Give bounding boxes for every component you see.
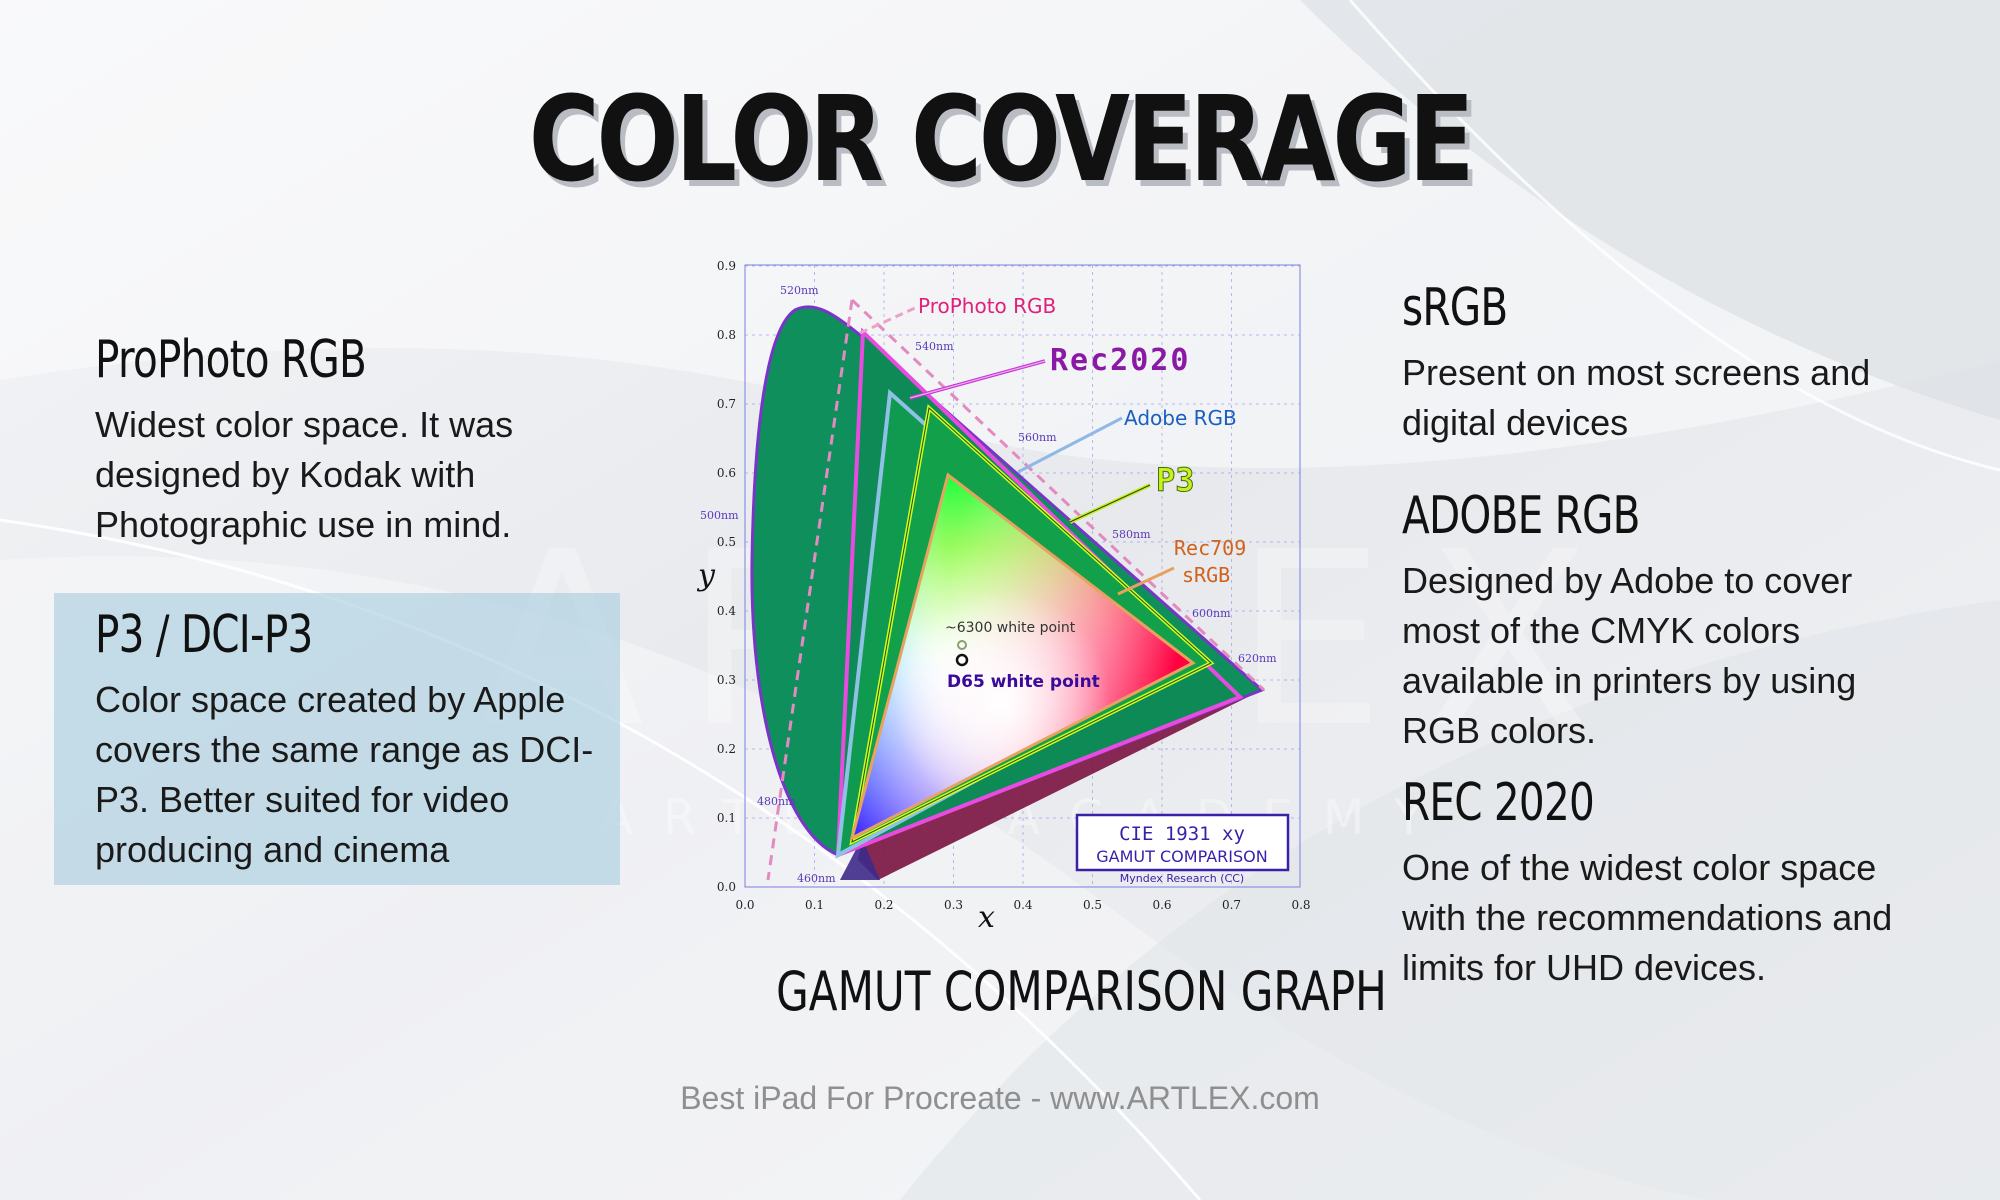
x-tick-label: 0.4 <box>1013 898 1032 912</box>
section-text: One of the widest color space with the r… <box>1402 847 1893 988</box>
x-tick-label: 0.5 <box>1083 898 1102 912</box>
prophoto-graph-label: ProPhoto RGB <box>918 294 1056 318</box>
y-tick-label: 0.5 <box>717 535 736 549</box>
violet-band <box>840 838 880 880</box>
info-box-title: CIE 1931 xy <box>1119 823 1245 845</box>
nm-label-500: 500nm <box>700 509 739 522</box>
prophoto-outline-left <box>766 299 854 881</box>
d65-dot <box>955 653 969 667</box>
x-tick-label: 0.3 <box>944 898 963 912</box>
nm-label-520: 520nm <box>780 284 819 297</box>
prophoto-outline-top <box>850 298 1266 692</box>
nm-label-480: 480nm <box>757 795 796 808</box>
rec709-graph-label: Rec709 <box>1174 536 1246 560</box>
y-tick-label: 0.2 <box>717 742 736 756</box>
x-tick-label: 0.7 <box>1222 898 1241 912</box>
section-text: Designed by Adobe to cover most of the C… <box>1402 560 1857 751</box>
section-text: Color space created by Apple covers the … <box>95 679 594 870</box>
info-box-credit: Myndex Research (CC) <box>1120 872 1244 885</box>
graph-caption-wrap: GAMUT COMPARISON GRAPH <box>690 960 1387 1023</box>
footer: Best iPad For Procreate - www.ARTLEX.com <box>680 1080 1320 1116</box>
section-heading: P3 / DCI-P3 <box>95 605 313 665</box>
y-tick-label: 0.9 <box>717 259 736 273</box>
p3-gamut-edge <box>851 407 1212 843</box>
wp6300-dot <box>957 640 967 650</box>
nm-label-540: 540nm <box>915 340 954 353</box>
p3-highlight-box <box>54 593 620 885</box>
nm-label-460: 460nm <box>797 872 836 885</box>
y-tick-label: 0.4 <box>717 604 736 618</box>
nm-label-560: 560nm <box>1018 431 1057 444</box>
section-adobe: ADOBE RGB Designed by Adobe to cover mos… <box>1402 486 1902 756</box>
x-ticks: 0.0 0.1 0.2 0.3 0.4 0.5 0.6 0.7 0.8 <box>735 898 1310 912</box>
red-band <box>858 690 1262 880</box>
info-box-subtitle: GAMUT COMPARISON <box>1096 847 1267 866</box>
p3-graph-label: P3 <box>1156 461 1195 499</box>
x-axis-label: x <box>978 900 995 935</box>
section-heading: sRGB <box>1402 278 1508 338</box>
rec2020-leader-inner <box>909 360 1046 399</box>
adobe-leader <box>1017 416 1123 474</box>
wp6300-label: ~6300 white point <box>945 620 1076 636</box>
adobe-graph-label: Adobe RGB <box>1124 406 1237 430</box>
page-title: COLOR COVERAGE <box>528 70 1475 208</box>
rec2020-graph-label: Rec2020 <box>1050 343 1190 378</box>
y-tick-label: 0.3 <box>717 673 736 687</box>
srgb-graph-label: sRGB <box>1182 563 1230 587</box>
section-text: Present on most screens and digital devi… <box>1402 352 1871 443</box>
y-ticks: 0.0 0.1 0.2 0.3 0.4 0.5 0.6 0.7 0.8 0.9 <box>717 259 736 894</box>
nm-label-600: 600nm <box>1192 607 1231 620</box>
y-tick-label: 0.1 <box>717 811 736 825</box>
prophoto-leader <box>859 306 916 335</box>
x-tick-label: 0.6 <box>1152 898 1171 912</box>
srgb-leader <box>1117 566 1175 596</box>
section-p3: P3 / DCI-P3 Color space created by Apple… <box>95 605 615 875</box>
y-axis-label: y <box>696 558 716 593</box>
section-heading: ProPhoto RGB <box>95 330 367 390</box>
x-tick-label: 0.8 <box>1291 898 1310 912</box>
p3-leader-edge <box>1069 484 1151 523</box>
y-tick-label: 0.7 <box>717 397 736 411</box>
section-rec2020: REC 2020 One of the widest color space w… <box>1402 773 1902 993</box>
nm-label-620: 620nm <box>1238 652 1277 665</box>
section-heading: ADOBE RGB <box>1402 486 1640 546</box>
section-text: Widest color space. It was designed by K… <box>95 404 514 545</box>
y-tick-label: 0.6 <box>717 466 736 480</box>
x-tick-label: 0.2 <box>874 898 893 912</box>
gamut-graph: 0.0 0.1 0.2 0.3 0.4 0.5 0.6 0.7 0.8 0.0 0.1 0.2 0.3… <box>696 259 1311 935</box>
x-tick-label: 0.1 <box>805 898 824 912</box>
x-tick-label: 0.0 <box>735 898 754 912</box>
nm-label-580: 580nm <box>1112 528 1151 541</box>
y-tick-label: 0.8 <box>717 328 736 342</box>
section-heading: REC 2020 <box>1402 773 1595 833</box>
y-tick-label: 0.0 <box>717 880 736 894</box>
srgb-gamut <box>849 472 1196 841</box>
info-box <box>1075 813 1290 872</box>
section-prophoto: ProPhoto RGB Widest color space. It was … <box>95 330 615 550</box>
graph-caption: GAMUT COMPARISON GRAPH <box>776 960 1387 1023</box>
d65-label: D65 white point <box>947 672 1100 692</box>
section-srgb: sRGB Present on most screens and digital… <box>1402 278 1902 448</box>
